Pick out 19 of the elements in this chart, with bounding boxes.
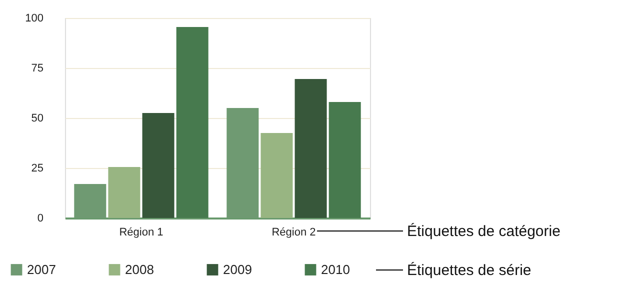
bar [108, 167, 140, 218]
y-tick-label: 25 [31, 162, 44, 174]
legend-label: 2010 [321, 262, 350, 277]
legend-label: 2007 [27, 262, 56, 277]
bar [328, 102, 361, 218]
y-tick-label: 75 [31, 62, 44, 74]
text: Étiquettes de série [407, 261, 532, 279]
y-tick-label: 0 [37, 212, 44, 224]
y-tick-label: 50 [31, 112, 44, 124]
x-tick-label: Région 1 [119, 226, 164, 238]
bar [176, 27, 208, 218]
text: Étiquettes de catégorie [407, 222, 560, 240]
bar [294, 79, 327, 218]
bar [260, 133, 293, 218]
y-tick-label: 100 [25, 12, 44, 24]
x-tick-label: Région 2 [272, 226, 316, 238]
legend-label: 2008 [125, 262, 154, 277]
legend-label: 2009 [223, 262, 252, 277]
bar [142, 113, 174, 218]
